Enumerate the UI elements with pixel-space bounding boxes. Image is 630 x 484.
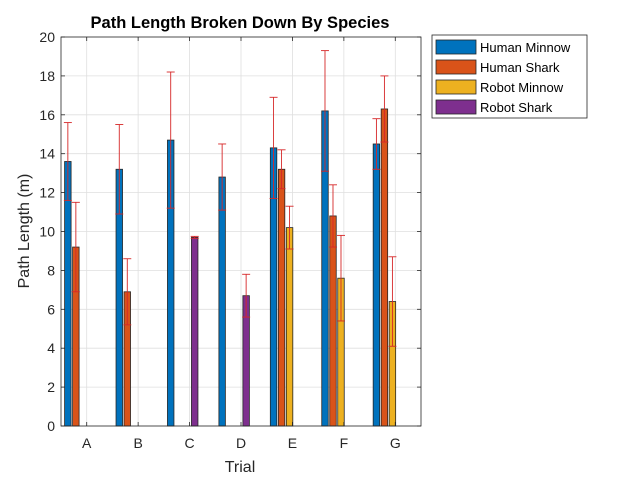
- legend-entry: Robot Minnow: [435, 79, 564, 95]
- legend-swatch: [435, 99, 477, 115]
- x-tick-label: F: [340, 435, 349, 451]
- y-tick-label: 16: [39, 107, 55, 123]
- bar-human-minnow-d: [218, 176, 226, 427]
- legend-entry: Human Minnow: [435, 39, 571, 55]
- error-bar: [328, 184, 337, 248]
- axis-ticks: 0 2 4 6 8 10 12 14 16 18 20 A B C D E F G: [39, 29, 421, 451]
- bar-robot-shark-c: [191, 236, 199, 427]
- y-tick-label: 4: [47, 340, 55, 356]
- error-bar: [285, 205, 294, 250]
- x-tick-label: D: [236, 435, 246, 451]
- y-tick-label: 12: [39, 185, 55, 201]
- legend-entry: Robot Shark: [435, 99, 553, 115]
- x-tick-label: C: [185, 435, 195, 451]
- error-bars: [63, 50, 397, 347]
- bar-robot-minnow-e: [285, 227, 294, 427]
- error-bar: [218, 143, 227, 211]
- error-bar: [71, 201, 80, 293]
- bar-human-minnow-a: [64, 161, 72, 427]
- error-bar: [372, 118, 381, 170]
- legend-label: Human Shark: [480, 60, 560, 75]
- x-tick-label: E: [288, 435, 297, 451]
- error-bar: [320, 50, 329, 172]
- error-bar: [242, 273, 251, 318]
- y-tick-label: 6: [47, 301, 55, 317]
- error-bar: [277, 149, 286, 190]
- legend: Human Minnow Human Shark Robot Minnow Robot…: [431, 34, 588, 119]
- bar-human-minnow-g: [372, 143, 381, 427]
- chart-title: Path Length Broken Down By Species: [91, 14, 390, 32]
- x-axis-label: Trial: [225, 459, 256, 476]
- y-tick-label: 8: [47, 262, 55, 278]
- error-bar: [63, 122, 72, 201]
- y-axis-label: Path Length (m): [16, 174, 33, 289]
- error-bar: [190, 235, 199, 239]
- error-bar: [123, 258, 132, 326]
- error-bar: [380, 75, 389, 143]
- y-tick-label: 18: [39, 68, 55, 84]
- legend-swatch: [435, 39, 477, 55]
- legend-label: Robot Minnow: [480, 80, 564, 95]
- x-tick-label: G: [390, 435, 401, 451]
- legend-label: Human Minnow: [480, 40, 571, 55]
- x-tick-label: B: [133, 435, 142, 451]
- y-tick-label: 2: [47, 379, 55, 395]
- legend-label: Robot Shark: [480, 100, 553, 115]
- y-tick-label: 10: [39, 224, 55, 240]
- error-bar: [115, 124, 124, 215]
- y-tick-label: 0: [47, 418, 55, 434]
- legend-entry: Human Shark: [435, 59, 560, 75]
- bar-human-shark-e: [277, 168, 286, 427]
- bar-human-shark-g: [380, 108, 389, 427]
- error-bar: [269, 96, 278, 199]
- x-tick-label: A: [82, 435, 92, 451]
- y-tick-label: 14: [39, 146, 55, 162]
- error-bar: [166, 71, 175, 209]
- legend-swatch: [435, 79, 477, 95]
- error-bar: [388, 256, 397, 347]
- y-tick-label: 20: [39, 29, 55, 45]
- error-bar: [336, 234, 345, 322]
- legend-swatch: [435, 59, 477, 75]
